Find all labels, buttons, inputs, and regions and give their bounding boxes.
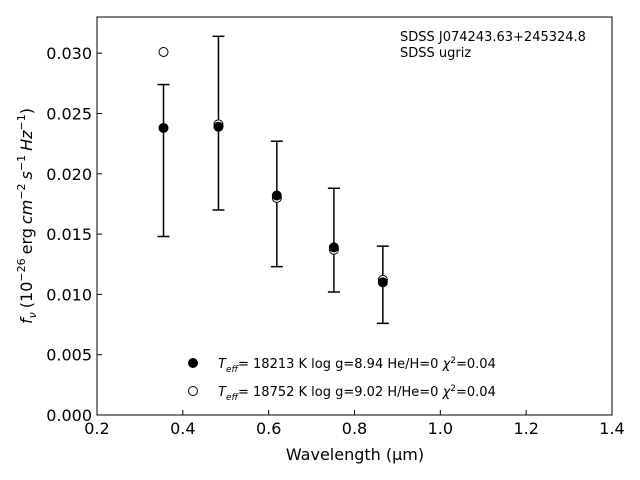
x-tick-label: 0.6 [256,419,281,438]
y-tick-label: 0.025 [46,104,92,123]
y-tick-label: 0.000 [46,406,92,425]
x-tick-label: 1.0 [428,419,453,438]
data-points [158,46,388,288]
x-tick-label: 1.2 [513,419,538,438]
legend-entry-open: Teff= 18752 K log g=9.02 H/He=0 χ2=0.04 [218,384,496,403]
data-point-filled [158,122,169,133]
x-tick-label: 0.8 [342,419,367,438]
data-point-filled [328,242,339,253]
x-tick-label: 1.4 [599,419,624,438]
legend-marker-filled [188,358,198,368]
legend: Teff= 18213 K log g=8.94 He/H=0 χ2=0.04 … [188,356,496,403]
data-point-open [158,46,169,57]
data-point-filled [271,190,282,201]
y-tick-label: 0.015 [46,225,92,244]
y-axis-label: fν(10−26ergcm−2s−1Hz−1) [15,108,39,324]
y-tick-label: 0.010 [46,285,92,304]
legend-marker-open [188,386,198,396]
x-axis-label: Wavelength (μm) [286,445,424,464]
plot-frame [96,16,613,416]
y-tick-label: 0.005 [46,346,92,365]
annotation-object-name: SDSS J074243.63+245324.8 [400,30,586,45]
y-tick-label: 0.020 [46,165,92,184]
x-tick-label: 0.2 [84,419,109,438]
data-point-filled [213,121,224,132]
legend-entry-filled: Teff= 18213 K log g=8.94 He/H=0 χ2=0.04 [218,356,496,375]
y-tick-label: 0.030 [46,44,92,63]
error-bars [157,35,389,325]
x-tick-label: 0.4 [170,419,195,438]
axis-ticks: 0.2 0.4 0.6 0.8 1.0 1.2 1.4 0.000 0.005 0.010 0.01… [46,44,625,438]
annotation-survey: SDSS ugriz [400,46,471,61]
data-point-filled [377,277,388,288]
